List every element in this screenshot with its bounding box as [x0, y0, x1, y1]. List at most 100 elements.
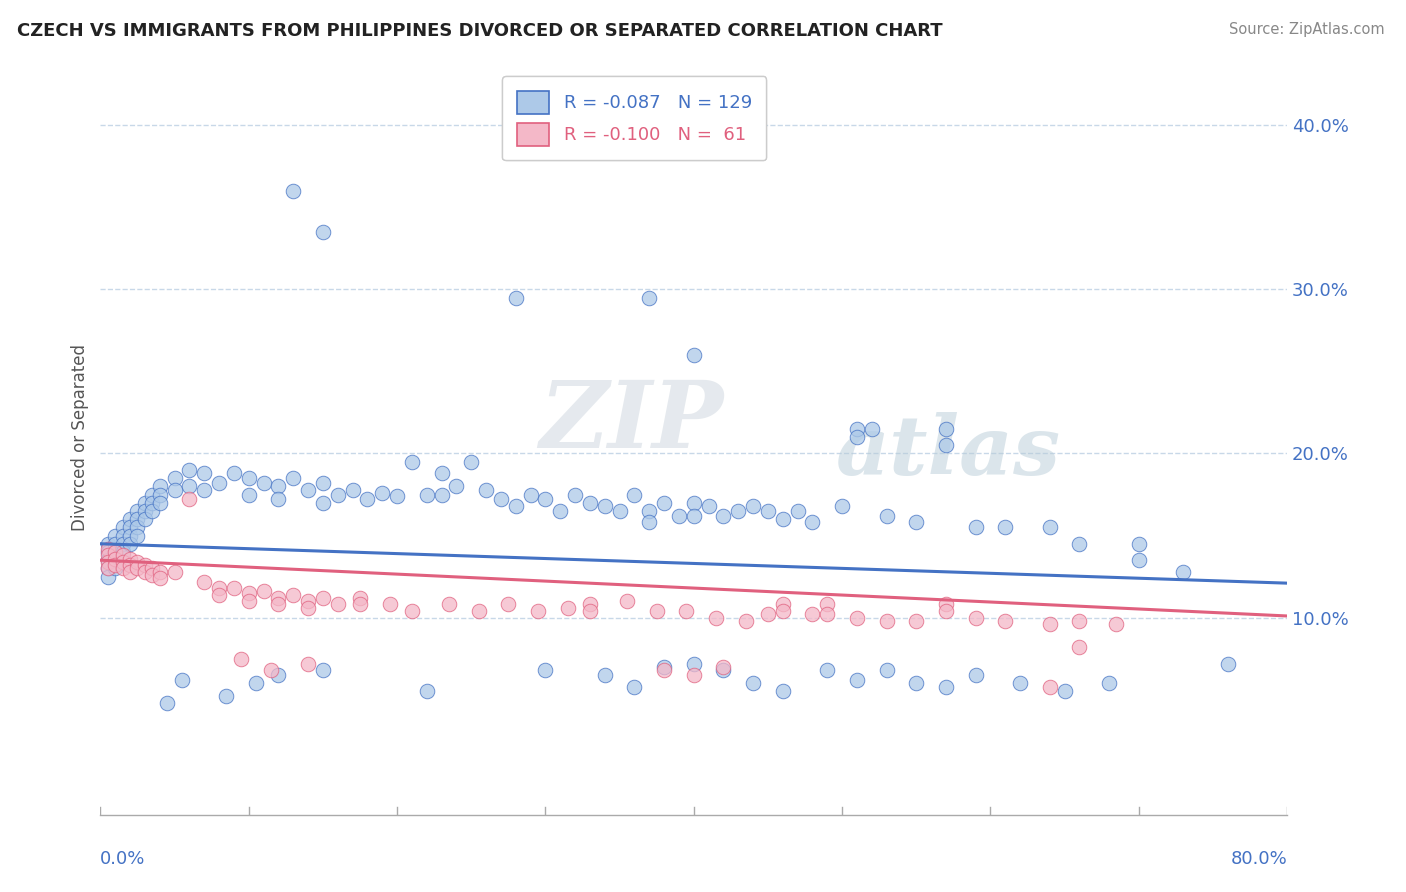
- Point: [245, 676, 267, 690]
- Point: [349, 591, 371, 605]
- Point: [756, 504, 779, 518]
- Text: 0.0%: 0.0%: [100, 850, 146, 868]
- Point: [238, 471, 260, 485]
- Point: [682, 657, 704, 671]
- Point: [711, 663, 734, 677]
- Point: [772, 598, 794, 612]
- Point: [134, 558, 156, 573]
- Point: [742, 499, 765, 513]
- Point: [252, 584, 274, 599]
- Point: [208, 588, 231, 602]
- Point: [97, 553, 120, 567]
- Point: [179, 479, 201, 493]
- Point: [505, 291, 527, 305]
- Point: [111, 548, 134, 562]
- Point: [111, 545, 134, 559]
- Point: [652, 663, 675, 677]
- Point: [326, 487, 349, 501]
- Point: [111, 528, 134, 542]
- Point: [326, 598, 349, 612]
- Point: [460, 455, 482, 469]
- Point: [97, 555, 120, 569]
- Point: [935, 438, 957, 452]
- Point: [401, 455, 423, 469]
- Point: [557, 600, 579, 615]
- Point: [312, 225, 335, 239]
- Point: [208, 581, 231, 595]
- Point: [652, 496, 675, 510]
- Point: [283, 471, 305, 485]
- Point: [704, 610, 727, 624]
- Point: [489, 492, 512, 507]
- Point: [564, 487, 586, 501]
- Point: [645, 604, 668, 618]
- Point: [430, 466, 453, 480]
- Point: [118, 565, 141, 579]
- Point: [965, 610, 987, 624]
- Point: [682, 668, 704, 682]
- Point: [668, 508, 690, 523]
- Point: [711, 508, 734, 523]
- Point: [267, 668, 290, 682]
- Point: [467, 604, 489, 618]
- Point: [193, 483, 215, 497]
- Point: [1053, 684, 1076, 698]
- Point: [312, 591, 335, 605]
- Point: [297, 657, 319, 671]
- Point: [97, 569, 120, 583]
- Point: [876, 663, 898, 677]
- Text: Source: ZipAtlas.com: Source: ZipAtlas.com: [1229, 22, 1385, 37]
- Point: [1216, 657, 1239, 671]
- Point: [267, 492, 290, 507]
- Point: [845, 430, 868, 444]
- Point: [548, 504, 571, 518]
- Point: [97, 545, 120, 559]
- Point: [118, 537, 141, 551]
- Point: [252, 476, 274, 491]
- Point: [208, 476, 231, 491]
- Point: [1039, 520, 1062, 534]
- Point: [772, 684, 794, 698]
- Point: [104, 561, 127, 575]
- Point: [231, 651, 253, 665]
- Point: [756, 607, 779, 622]
- Point: [905, 614, 928, 628]
- Point: [446, 479, 468, 493]
- Point: [965, 668, 987, 682]
- Point: [267, 598, 290, 612]
- Point: [238, 487, 260, 501]
- Point: [118, 558, 141, 573]
- Point: [179, 492, 201, 507]
- Point: [1039, 680, 1062, 694]
- Point: [498, 598, 520, 612]
- Point: [815, 663, 838, 677]
- Point: [475, 483, 498, 497]
- Point: [1098, 676, 1121, 690]
- Text: CZECH VS IMMIGRANTS FROM PHILIPPINES DIVORCED OR SEPARATED CORRELATION CHART: CZECH VS IMMIGRANTS FROM PHILIPPINES DIV…: [17, 22, 942, 40]
- Point: [815, 607, 838, 622]
- Point: [127, 528, 149, 542]
- Point: [118, 512, 141, 526]
- Point: [935, 598, 957, 612]
- Point: [1105, 617, 1128, 632]
- Point: [215, 690, 238, 704]
- Point: [401, 604, 423, 618]
- Point: [163, 565, 186, 579]
- Point: [534, 663, 557, 677]
- Point: [965, 520, 987, 534]
- Point: [342, 483, 364, 497]
- Point: [193, 466, 215, 480]
- Point: [1069, 537, 1091, 551]
- Point: [312, 496, 335, 510]
- Legend: R = -0.087   N = 129, R = -0.100   N =  61: R = -0.087 N = 129, R = -0.100 N = 61: [502, 76, 766, 161]
- Point: [104, 545, 127, 559]
- Point: [772, 512, 794, 526]
- Point: [697, 499, 720, 513]
- Point: [104, 528, 127, 542]
- Point: [97, 537, 120, 551]
- Point: [711, 660, 734, 674]
- Point: [876, 614, 898, 628]
- Point: [845, 610, 868, 624]
- Point: [579, 604, 602, 618]
- Point: [149, 487, 172, 501]
